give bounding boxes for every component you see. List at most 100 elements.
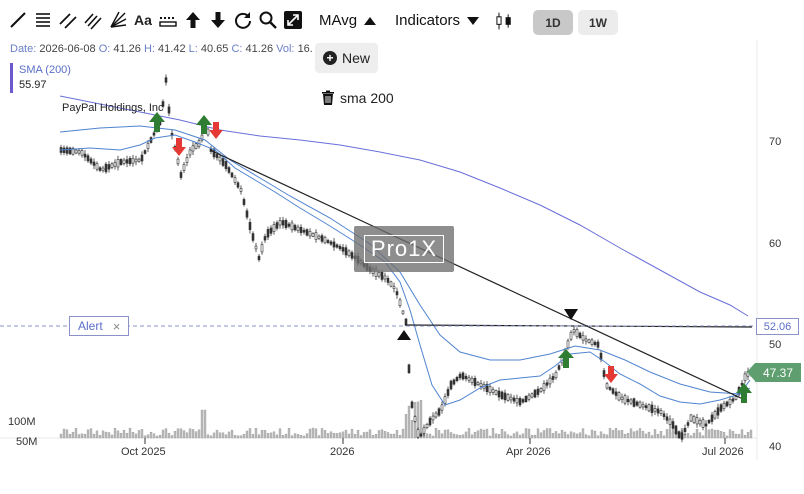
- volume-bar: [716, 429, 720, 439]
- alert-tag[interactable]: Alert ×: [69, 316, 130, 336]
- candlestick-type-icon[interactable]: [493, 9, 515, 33]
- trend-line[interactable]: [209, 149, 746, 401]
- volume-bar: [575, 433, 579, 439]
- candle-body: [614, 391, 618, 396]
- volume-bar: [431, 435, 435, 439]
- candle-body: [506, 394, 510, 401]
- search-icon[interactable]: [258, 10, 278, 30]
- period-1d-button[interactable]: 1D: [533, 10, 573, 35]
- candle-body: [647, 404, 651, 412]
- candle-body: [716, 407, 720, 416]
- candle-body: [740, 382, 744, 386]
- candle-body: [437, 408, 441, 416]
- indicators-menu-button[interactable]: Indicators: [395, 12, 480, 29]
- arrow-up-icon[interactable]: [183, 10, 203, 30]
- volume-bar: [110, 434, 114, 439]
- candle-body: [281, 220, 285, 226]
- volume-bar: [203, 409, 207, 439]
- volume-bar: [230, 429, 234, 439]
- candle-body: [128, 158, 132, 165]
- volume-bar: [215, 429, 219, 439]
- volume-bar: [698, 432, 702, 439]
- candle-body: [71, 147, 75, 155]
- volume-bar: [194, 431, 198, 439]
- candle-body: [350, 252, 354, 259]
- text-tool-icon[interactable]: Aa: [134, 12, 152, 28]
- volume-bar: [251, 434, 255, 439]
- candle-body: [176, 158, 180, 165]
- candle-body: [224, 161, 228, 169]
- triangle-down-marker: [564, 309, 578, 320]
- mavg-menu-button[interactable]: MAvg: [319, 12, 377, 29]
- candle-body: [467, 377, 471, 381]
- delete-sma-200-item[interactable]: sma 200: [320, 90, 394, 106]
- volume-bar: [743, 435, 747, 439]
- parallel-channel-icon[interactable]: [58, 10, 78, 30]
- support-line[interactable]: [404, 324, 753, 328]
- reset-icon[interactable]: [233, 10, 253, 30]
- candle-body: [455, 376, 459, 382]
- pitchfork-icon[interactable]: [83, 10, 103, 30]
- candle-body: [728, 398, 732, 406]
- new-button[interactable]: + New: [315, 43, 378, 73]
- volume-bar: [461, 434, 465, 439]
- volume-bar: [152, 433, 156, 439]
- candle-body: [314, 232, 318, 240]
- candle-body: [701, 419, 705, 428]
- fullscreen-icon[interactable]: [283, 10, 303, 30]
- volume-bar: [146, 434, 150, 439]
- volume-bar: [491, 427, 495, 439]
- volume-bar: [581, 428, 585, 439]
- volume-bar: [242, 433, 246, 439]
- line-tool-icon[interactable]: [8, 10, 28, 30]
- volume-bar: [392, 433, 396, 439]
- volume-bar: [119, 432, 123, 439]
- candle-body: [188, 149, 192, 156]
- candle-body: [548, 377, 552, 385]
- volume-bar: [236, 435, 240, 439]
- volume-bar: [338, 432, 342, 439]
- candle-body: [101, 167, 105, 171]
- candle-body: [278, 220, 282, 226]
- candle-body: [245, 210, 249, 218]
- volume-bar: [608, 428, 612, 439]
- volume-bar: [749, 429, 753, 439]
- volume-bar: [164, 428, 168, 439]
- x-axis-label: Oct 2025: [121, 446, 166, 458]
- measure-tool-icon[interactable]: [158, 10, 178, 30]
- candle-body: [473, 377, 477, 387]
- volume-bar: [449, 432, 453, 439]
- volume-bar: [359, 435, 363, 439]
- arrow-down-icon[interactable]: [208, 10, 228, 30]
- volume-bar: [551, 433, 555, 439]
- candle-body: [344, 247, 348, 256]
- candle-body: [635, 401, 639, 406]
- candle-body: [95, 163, 99, 170]
- volume-bar: [560, 429, 564, 439]
- candle-body: [134, 158, 138, 163]
- sma-legend[interactable]: SMA (200) 55.97: [10, 63, 71, 93]
- fan-tool-icon[interactable]: [108, 10, 128, 30]
- candle-body: [686, 422, 690, 426]
- horizontal-lines-icon[interactable]: [33, 10, 53, 30]
- y-axis-label: 50: [769, 339, 782, 351]
- candle-body: [392, 286, 396, 289]
- candle-body: [386, 278, 390, 283]
- volume-bar: [446, 429, 450, 439]
- volume-bar: [404, 414, 408, 439]
- candle-body: [65, 147, 69, 154]
- volume-bar: [704, 429, 708, 439]
- volume-bar: [104, 431, 108, 439]
- new-button-label: New: [341, 50, 370, 66]
- candle-body: [695, 417, 699, 425]
- candle-body: [734, 396, 738, 400]
- period-1w-button[interactable]: 1W: [578, 10, 618, 35]
- close-icon[interactable]: ×: [112, 318, 121, 334]
- candle-body: [233, 177, 237, 183]
- candle-body: [569, 331, 573, 340]
- volume-bar: [380, 429, 384, 439]
- volume-bar: [629, 428, 633, 439]
- info-low: 40.65: [200, 43, 229, 55]
- candle-body: [125, 159, 129, 164]
